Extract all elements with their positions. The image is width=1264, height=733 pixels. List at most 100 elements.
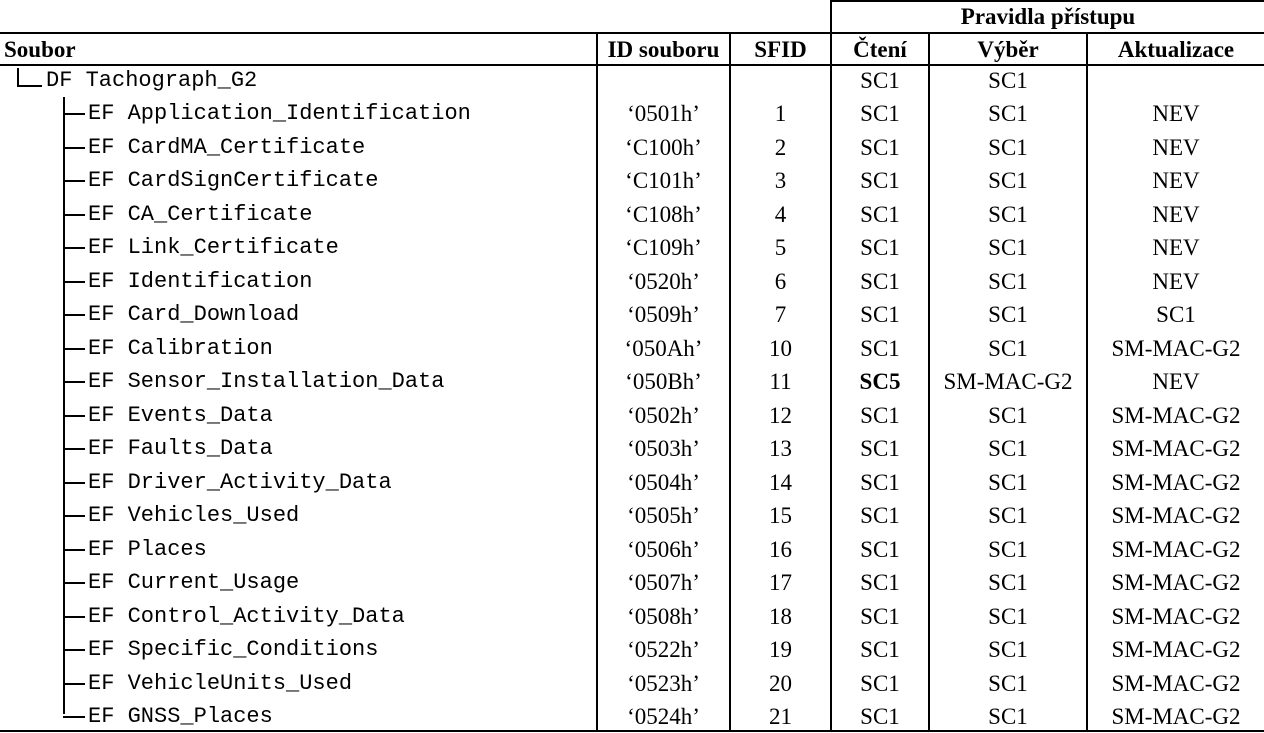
ef-file-name: EF VehicleUnits_Used — [88, 671, 353, 696]
ef-file-name: EF Control_Activity_Data — [88, 604, 405, 629]
cell-select: SC1 — [988, 637, 1028, 662]
cell-sfid: 21 — [769, 704, 792, 729]
cell-update: NEV — [1152, 168, 1200, 193]
tree-branch — [63, 214, 85, 216]
cell-file-id: ‘0508h’ — [627, 604, 700, 629]
ef-file-name: EF Card_Download — [88, 302, 300, 327]
cell-read: SC1 — [860, 637, 900, 662]
cell-sfid: 10 — [769, 336, 792, 361]
cell-update: SM-MAC-G2 — [1111, 503, 1241, 528]
ef-file-name: EF Vehicles_Used — [88, 503, 300, 528]
cell-read: SC1 — [860, 470, 900, 495]
cell-file-id: ‘C100h’ — [625, 135, 702, 160]
cell-select: SC1 — [988, 235, 1028, 260]
ef-file-name: EF Specific_Conditions — [88, 637, 379, 662]
cell-select: SC1 — [988, 470, 1028, 495]
cell-update: SC1 — [1156, 302, 1196, 327]
tree-branch — [63, 314, 85, 316]
cell-file-id: ‘0505h’ — [627, 503, 700, 528]
cell-sfid: 1 — [774, 101, 787, 126]
ef-file-name: EF Link_Certificate — [88, 235, 339, 260]
tree-branch — [63, 649, 85, 651]
cell-file-id: ‘0501h’ — [627, 101, 700, 126]
cell-file-id: ‘0522h’ — [627, 637, 700, 662]
root-select: SC1 — [988, 68, 1028, 93]
cell-select: SC1 — [988, 269, 1028, 294]
tree-branch — [63, 482, 85, 484]
cell-update: NEV — [1152, 135, 1200, 160]
cell-update: NEV — [1152, 369, 1200, 394]
cell-sfid: 6 — [774, 269, 787, 294]
cell-file-id: ‘0520h’ — [627, 269, 700, 294]
cell-update: NEV — [1152, 202, 1200, 227]
header-file: Soubor — [4, 37, 76, 62]
header-sfid: SFID — [754, 37, 807, 62]
col-divider-name — [596, 33, 598, 731]
ef-file-name: EF Current_Usage — [88, 570, 300, 595]
tree-branch — [63, 549, 85, 551]
ef-file-name: EF GNSS_Places — [88, 704, 273, 729]
cell-sfid: 18 — [769, 604, 792, 629]
cell-sfid: 12 — [769, 403, 792, 428]
ef-file-name: EF CA_Certificate — [88, 202, 313, 227]
tree-branch — [63, 147, 85, 149]
cell-update: SM-MAC-G2 — [1111, 436, 1241, 461]
ef-file-name: EF Places — [88, 537, 207, 562]
tree-branch — [63, 415, 85, 417]
cell-file-id: ‘0509h’ — [627, 302, 700, 327]
cell-update: SM-MAC-G2 — [1111, 604, 1241, 629]
cell-read: SC1 — [860, 202, 900, 227]
tree-branch — [63, 683, 85, 685]
cell-read: SC1 — [860, 403, 900, 428]
cell-read: SC1 — [860, 168, 900, 193]
cell-sfid: 11 — [769, 369, 792, 394]
cell-file-id: ‘0503h’ — [627, 436, 700, 461]
cell-read: SC1 — [860, 537, 900, 562]
cell-select: SC1 — [988, 436, 1028, 461]
cell-sfid: 7 — [774, 302, 787, 327]
root-read: SC1 — [860, 68, 900, 93]
cell-read: SC1 — [860, 336, 900, 361]
cell-file-id: ‘C101h’ — [625, 168, 702, 193]
ef-file-name: EF Faults_Data — [88, 436, 273, 461]
cell-select: SC1 — [988, 135, 1028, 160]
cell-sfid: 17 — [769, 570, 792, 595]
cell-update: SM-MAC-G2 — [1111, 537, 1241, 562]
tree-branch — [63, 113, 85, 115]
cell-update: SM-MAC-G2 — [1111, 403, 1241, 428]
tree-branch — [63, 716, 85, 718]
cell-read: SC1 — [860, 704, 900, 729]
cell-file-id: ‘0523h’ — [627, 671, 700, 696]
header-access-rules: Pravidla přístupu — [960, 4, 1136, 29]
cell-select: SC1 — [988, 604, 1028, 629]
tree-branch — [63, 448, 85, 450]
tree-branch — [63, 180, 85, 182]
cell-update: SM-MAC-G2 — [1111, 336, 1241, 361]
ef-file-name: EF Application_Identification — [88, 101, 471, 126]
cell-read: SC1 — [860, 269, 900, 294]
cell-sfid: 3 — [774, 168, 787, 193]
header-group-rule — [0, 32, 1264, 34]
cell-select: SM-MAC-G2 — [943, 369, 1073, 394]
col-divider-sfid — [830, 0, 832, 731]
header-read: Čtení — [853, 37, 907, 62]
cell-read: SC1 — [860, 135, 900, 160]
ef-file-name: EF Sensor_Installation_Data — [88, 369, 445, 394]
tree-branch — [63, 616, 85, 618]
cell-sfid: 15 — [769, 503, 792, 528]
cell-update: SM-MAC-G2 — [1111, 671, 1241, 696]
cell-sfid: 20 — [769, 671, 792, 696]
cell-update: NEV — [1152, 235, 1200, 260]
cell-select: SC1 — [988, 168, 1028, 193]
cell-update: SM-MAC-G2 — [1111, 704, 1241, 729]
cell-file-id: ‘0506h’ — [627, 537, 700, 562]
cell-file-id: ‘0502h’ — [627, 403, 700, 428]
cell-file-id: ‘050Ah’ — [624, 336, 703, 361]
table-bottom-rule — [0, 730, 1264, 732]
cell-read: SC1 — [860, 436, 900, 461]
ef-file-name: EF CardSignCertificate — [88, 168, 379, 193]
ef-file-name: EF Driver_Activity_Data — [88, 470, 392, 495]
cell-file-id: ‘C108h’ — [625, 202, 702, 227]
tree-branch — [63, 348, 85, 350]
cell-select: SC1 — [988, 336, 1028, 361]
